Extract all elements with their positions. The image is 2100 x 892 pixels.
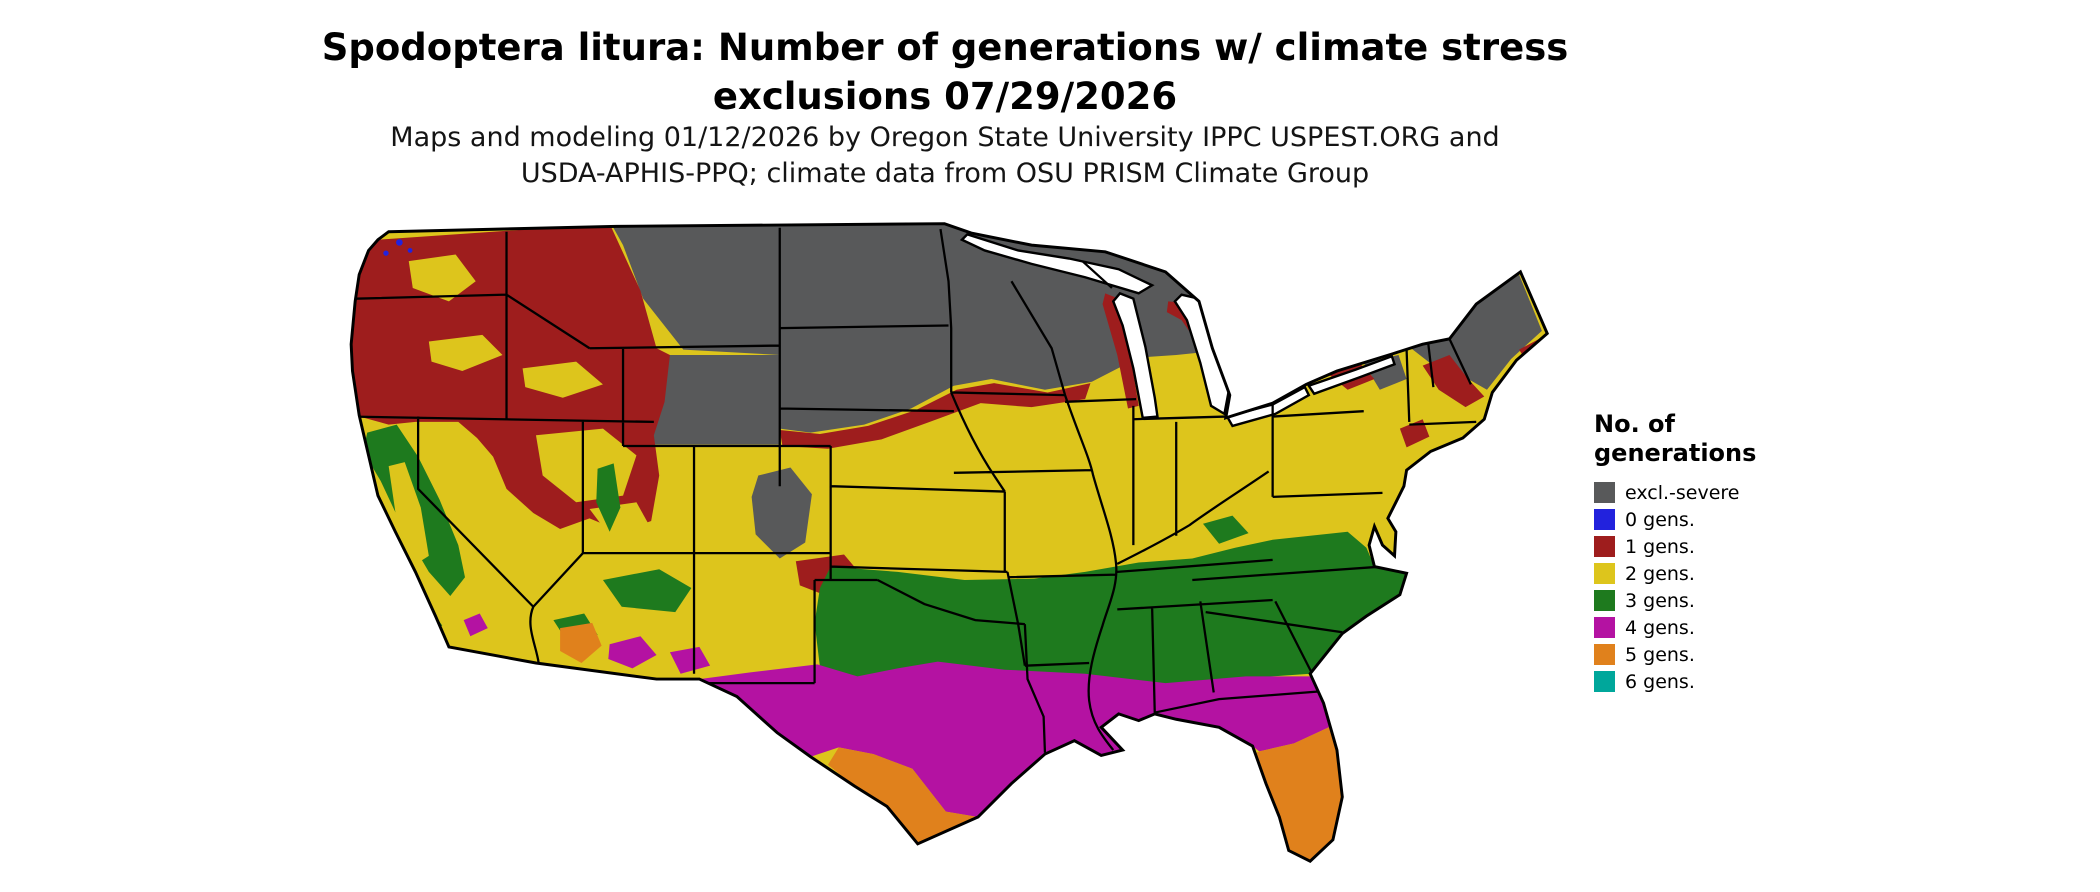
region-3-gens-appalachia bbox=[1203, 515, 1249, 544]
region-4-gens-southern-arizona bbox=[608, 636, 657, 669]
region-4-gens-socal bbox=[463, 613, 488, 637]
region-6-gens-keys-1 bbox=[1288, 870, 1295, 877]
region-2-gens-snake-plain bbox=[522, 361, 603, 398]
map-subtitle: Maps and modeling 01/12/2026 by Oregon S… bbox=[0, 120, 1890, 191]
map-title-line1: Spodoptera litura: Number of generations… bbox=[321, 26, 1569, 69]
legend-swatch-excl-severe bbox=[1594, 482, 1615, 504]
state-borders bbox=[351, 227, 1477, 753]
us-map-svg bbox=[349, 222, 1550, 882]
region-group-4-gens bbox=[463, 613, 1329, 818]
legend-row-0-gens: 0 gens. bbox=[1594, 509, 1756, 531]
legend-items: excl.-severe 0 gens. 1 gens. 2 gens. 3 g… bbox=[1594, 482, 1756, 693]
region-excl-wyoming bbox=[649, 354, 780, 445]
legend-label-3-gens: 3 gens. bbox=[1625, 589, 1695, 612]
lake-superior bbox=[959, 233, 1155, 295]
region-3-gens-wasatch bbox=[596, 463, 621, 532]
legend-title-line2: generations bbox=[1594, 439, 1757, 468]
legend-label-1-gens: 1 gens. bbox=[1625, 535, 1695, 558]
region-3-gens-southeast bbox=[814, 531, 1407, 685]
legend-label-6-gens: 6 gens. bbox=[1625, 670, 1695, 693]
region-4-gens-southern-band bbox=[699, 661, 1329, 818]
region-5-gens-yuma bbox=[560, 622, 602, 663]
region-6-gens-keys-2 bbox=[1301, 874, 1308, 881]
region-0-gens-dot-2 bbox=[383, 250, 389, 256]
legend-row-5-gens: 5 gens. bbox=[1594, 644, 1756, 666]
region-4-gens-southern-nm bbox=[669, 646, 711, 674]
legend-swatch-4-gens bbox=[1594, 617, 1615, 639]
region-2-gens-central-valley bbox=[388, 462, 429, 566]
region-excl-colorado-rockies bbox=[751, 467, 812, 559]
region-3-gens-mogollon-rim bbox=[602, 569, 692, 613]
legend-swatch-3-gens bbox=[1594, 590, 1615, 612]
region-6-gens-keys-4 bbox=[1334, 871, 1341, 878]
region-group-5-gens bbox=[560, 622, 1343, 862]
legend-swatch-1-gens bbox=[1594, 536, 1615, 558]
region-0-gens-dot-3 bbox=[407, 248, 413, 253]
region-2-gens-eastern-oregon bbox=[428, 334, 503, 372]
legend-swatch-5-gens bbox=[1594, 644, 1615, 666]
region-6-gens-gulfcoast-dot bbox=[1253, 791, 1260, 797]
region-2-gens-columbia-basin bbox=[408, 254, 476, 302]
region-1-gens-newengland-patch bbox=[1422, 354, 1485, 408]
map-subtitle-line1: Maps and modeling 01/12/2026 by Oregon S… bbox=[390, 122, 1500, 153]
legend-label-2-gens: 2 gens. bbox=[1625, 562, 1695, 585]
map-title-line2: exclusions 07/29/2026 bbox=[712, 74, 1178, 118]
region-5-gens-florida bbox=[1253, 727, 1343, 862]
legend-row-3-gens: 3 gens. bbox=[1594, 590, 1756, 612]
lake-ontario bbox=[1306, 354, 1397, 396]
lake-michigan bbox=[1111, 291, 1159, 420]
region-1-gens-plains-band bbox=[779, 383, 1091, 449]
legend-row-excl-severe: excl.-severe bbox=[1594, 482, 1756, 504]
map-title: Spodoptera litura: Number of generations… bbox=[0, 24, 1890, 122]
region-group-2-gens-central-valley bbox=[388, 462, 429, 566]
legend-label-4-gens: 4 gens. bbox=[1625, 616, 1695, 639]
legend-label-excl-severe: excl.-severe bbox=[1625, 481, 1740, 504]
legend-swatch-2-gens bbox=[1594, 563, 1615, 585]
region-5-gens-south-texas bbox=[827, 747, 978, 844]
region-0-gens-dot-1 bbox=[396, 239, 403, 246]
legend-title: No. of generations bbox=[1594, 410, 1756, 469]
great-lakes bbox=[959, 233, 1397, 428]
legend-title-line1: No. of bbox=[1594, 410, 1675, 438]
legend-row-1-gens: 1 gens. bbox=[1594, 536, 1756, 558]
us-generations-map bbox=[335, 221, 1554, 884]
region-6-gens-keys-3 bbox=[1318, 875, 1325, 882]
legend-label-5-gens: 5 gens. bbox=[1625, 643, 1695, 666]
us-outline bbox=[349, 222, 1550, 864]
region-1-gens-lakemichigan-shore bbox=[1102, 293, 1139, 409]
legend-swatch-0-gens bbox=[1594, 509, 1615, 531]
legend-row-6-gens: 6 gens. bbox=[1594, 671, 1756, 693]
legend-row-4-gens: 4 gens. bbox=[1594, 617, 1756, 639]
legend-label-0-gens: 0 gens. bbox=[1625, 508, 1695, 531]
region-group-0-gens bbox=[383, 239, 413, 256]
map-legend: No. of generations excl.-severe 0 gens. … bbox=[1594, 410, 1756, 698]
legend-swatch-6-gens bbox=[1594, 671, 1615, 693]
map-subtitle-line2: USDA-APHIS-PPQ; climate data from OSU PR… bbox=[520, 157, 1370, 189]
legend-row-2-gens: 2 gens. bbox=[1594, 563, 1756, 585]
region-1-gens-nj-patch bbox=[1399, 419, 1430, 448]
